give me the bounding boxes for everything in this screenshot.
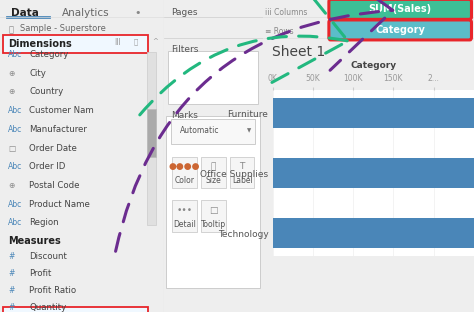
Title: Category: Category (350, 61, 396, 70)
FancyBboxPatch shape (3, 35, 147, 53)
Text: Detail: Detail (173, 220, 196, 228)
FancyBboxPatch shape (166, 116, 260, 288)
Text: Category: Category (29, 50, 69, 59)
Text: •••: ••• (176, 206, 192, 215)
Text: Abc: Abc (8, 162, 22, 171)
Text: •: • (134, 8, 141, 18)
Text: Postal Code: Postal Code (29, 181, 80, 190)
Text: ▼: ▼ (247, 128, 251, 133)
Text: Abc: Abc (8, 106, 22, 115)
FancyBboxPatch shape (147, 52, 155, 225)
Text: #: # (8, 269, 15, 278)
Text: ⧉: ⧉ (210, 163, 216, 171)
Text: ≡ Rows: ≡ Rows (265, 27, 294, 37)
Text: Sample - Superstore: Sample - Superstore (19, 24, 106, 33)
Text: Order ID: Order ID (29, 162, 66, 171)
Text: Color: Color (174, 176, 194, 185)
Text: Order Date: Order Date (29, 144, 77, 153)
FancyBboxPatch shape (172, 200, 197, 232)
Text: Customer Nam: Customer Nam (29, 106, 94, 115)
Text: Filters: Filters (172, 45, 199, 54)
Text: #: # (8, 286, 15, 295)
Text: T: T (239, 163, 245, 171)
Text: Region: Region (29, 218, 59, 227)
FancyArrowPatch shape (140, 0, 348, 115)
Text: Abc: Abc (8, 125, 22, 134)
Bar (273, 218, 474, 248)
FancyBboxPatch shape (329, 20, 472, 40)
Text: #: # (8, 252, 15, 261)
Text: ⊕: ⊕ (8, 87, 15, 96)
Bar (273, 158, 474, 188)
Text: Sheet 1: Sheet 1 (272, 45, 325, 59)
Text: Size: Size (205, 176, 221, 185)
Text: Automatic: Automatic (180, 126, 219, 135)
Text: Quantity: Quantity (29, 303, 67, 312)
Text: Measures: Measures (8, 236, 61, 246)
Text: Data: Data (11, 8, 39, 18)
Text: Country: Country (29, 87, 64, 96)
Text: 🔒: 🔒 (8, 25, 13, 34)
FancyBboxPatch shape (168, 51, 258, 104)
Bar (273, 98, 474, 128)
Text: Abc: Abc (8, 50, 22, 59)
FancyBboxPatch shape (329, 0, 472, 19)
FancyBboxPatch shape (147, 109, 155, 157)
FancyBboxPatch shape (3, 307, 147, 312)
Text: ⊕: ⊕ (8, 181, 15, 190)
Text: SUM(Sales): SUM(Sales) (369, 4, 432, 14)
Text: Manufacturer: Manufacturer (29, 125, 87, 134)
Text: ^: ^ (152, 38, 158, 44)
Text: □: □ (209, 206, 218, 215)
Text: III: III (114, 38, 121, 47)
FancyArrowPatch shape (116, 0, 393, 251)
FancyBboxPatch shape (172, 157, 197, 188)
Text: Profit Ratio: Profit Ratio (29, 286, 77, 295)
Text: Category: Category (375, 25, 425, 35)
FancyBboxPatch shape (201, 157, 226, 188)
Text: Tooltip: Tooltip (201, 220, 226, 228)
Text: ●●●●: ●●●● (169, 163, 200, 171)
Text: 🔍: 🔍 (134, 38, 138, 45)
Text: Product Name: Product Name (29, 200, 91, 209)
Text: Label: Label (232, 176, 253, 185)
FancyBboxPatch shape (201, 200, 226, 232)
Text: Marks: Marks (172, 111, 198, 120)
Text: Abc: Abc (8, 218, 22, 227)
Text: □: □ (8, 144, 16, 153)
Text: ⊕: ⊕ (8, 69, 15, 78)
Text: Analytics: Analytics (62, 8, 110, 18)
Text: Discount: Discount (29, 252, 67, 261)
FancyBboxPatch shape (171, 119, 255, 144)
Text: iii Columns: iii Columns (265, 8, 308, 17)
FancyBboxPatch shape (230, 157, 255, 188)
Text: Dimensions: Dimensions (8, 39, 72, 49)
Text: Profit: Profit (29, 269, 52, 278)
Text: #: # (8, 303, 15, 312)
Text: Abc: Abc (8, 200, 22, 209)
Text: Pages: Pages (172, 8, 198, 17)
Text: City: City (29, 69, 46, 78)
